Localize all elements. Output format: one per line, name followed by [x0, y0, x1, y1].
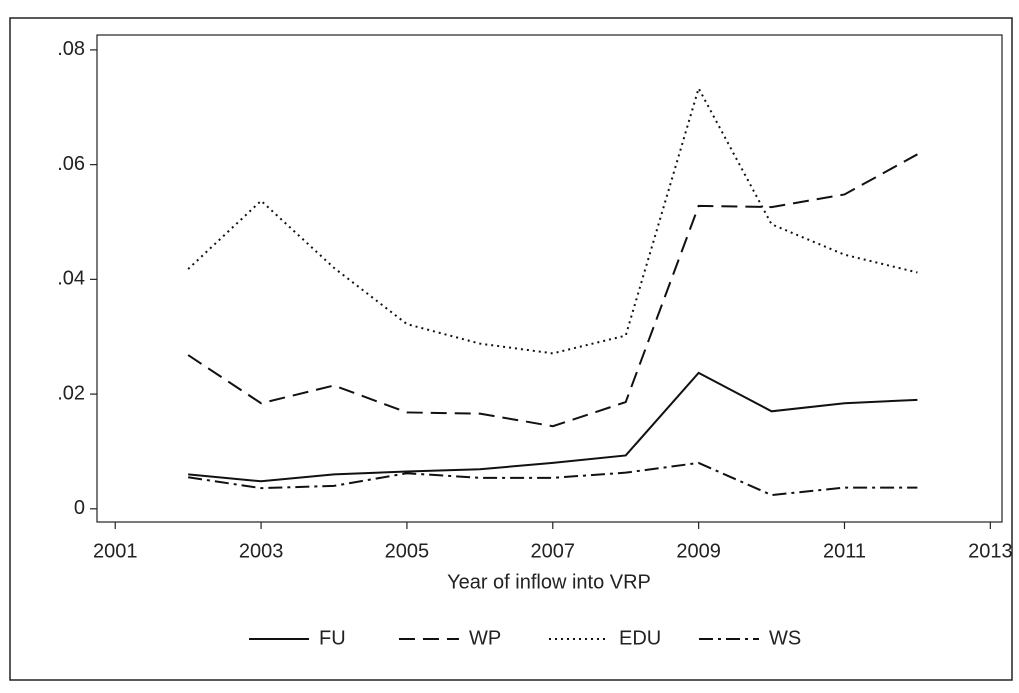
x-tick-label: 2005 [385, 540, 430, 562]
x-tick-label: 2009 [676, 540, 721, 562]
y-tick-label: .06 [57, 153, 85, 175]
x-tick-label: 2003 [239, 540, 284, 562]
legend-label: WP [469, 627, 501, 649]
legend-label: WS [769, 627, 801, 649]
x-axis-label: Year of inflow into VRP [447, 571, 651, 593]
plot-frame [96, 34, 1003, 523]
series-line [187, 153, 918, 428]
y-tick-label: .02 [57, 382, 85, 404]
x-tick-label: 2011 [823, 540, 866, 562]
y-tick-label: 0 [74, 497, 85, 519]
outer-frame [9, 17, 1013, 681]
legend-label: FU [319, 627, 346, 649]
series-line [188, 371, 918, 483]
series-line [188, 461, 918, 497]
y-tick-label: .08 [57, 38, 85, 60]
x-tick-label: 2001 [93, 540, 138, 562]
legend-label: EDU [619, 627, 661, 649]
x-tick-label: 2013 [968, 540, 1013, 562]
x-tick-label: 2007 [531, 540, 576, 562]
y-tick-label: .04 [57, 268, 85, 290]
series-line [187, 85, 918, 355]
